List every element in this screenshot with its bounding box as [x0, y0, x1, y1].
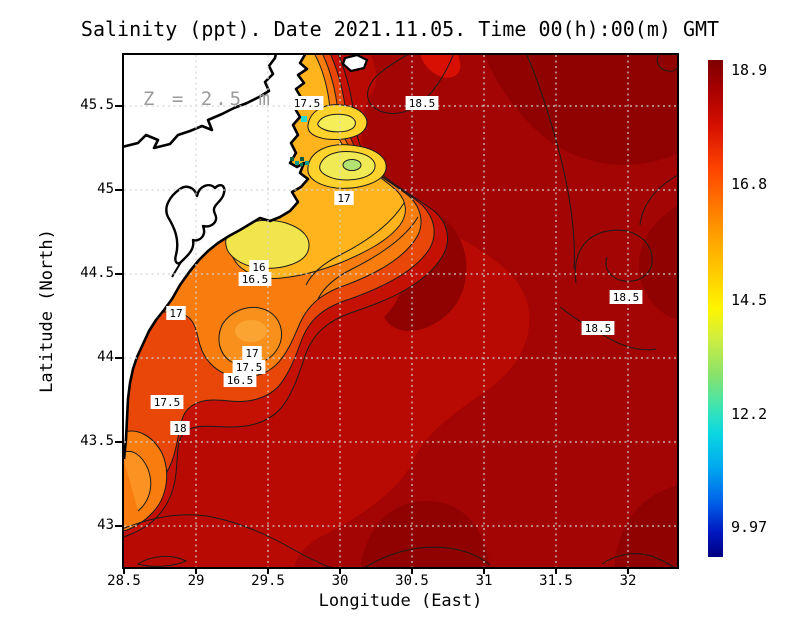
contour-label-box [290, 96, 324, 110]
contour-label-text: 18.5 [409, 97, 436, 110]
plume-center [342, 159, 362, 171]
x-axis-tick [123, 567, 125, 574]
x-axis-tick [555, 567, 557, 574]
contour-label-text: 17 [337, 192, 350, 205]
x-axis-tick [195, 567, 197, 574]
y-axis-title: Latitude (North) [37, 229, 57, 393]
x-tick-label: 32 [619, 573, 637, 589]
y-axis-tick [115, 189, 122, 191]
contour-label-text: 16.5 [227, 374, 254, 387]
fresh-tongue [225, 219, 310, 269]
contour-label-box [249, 260, 269, 274]
contour-label-text: 16.5 [242, 273, 269, 286]
map-plot-area: 17.5 18.5 17 16 16.5 17 17 17.5 16.5 17.5 18 18.5 18… [122, 53, 679, 569]
contour-label-box [232, 360, 266, 374]
colorbar-label: 12.2 [731, 405, 768, 423]
y-tick-label: 45.5 [80, 97, 114, 113]
x-tick-label: 30 [331, 573, 349, 589]
river-mouth-cells [290, 116, 309, 166]
islet [341, 55, 369, 73]
y-tick-label: 44 [97, 349, 114, 365]
contour-label-box [242, 346, 262, 360]
plume-core [317, 113, 356, 133]
y-axis-tick [115, 525, 122, 527]
contour-label-box [334, 191, 354, 205]
dark-patch [360, 500, 490, 567]
contour-label-box [170, 421, 190, 435]
contour-label-text: 17 [169, 307, 182, 320]
contour-label-text: 18 [173, 422, 186, 435]
y-tick-label: 44.5 [80, 265, 114, 281]
y-tick-label: 45 [97, 181, 114, 197]
colorbar-label: 16.8 [731, 175, 768, 193]
contour-label-box [150, 395, 184, 409]
contour-value-labels: 17.5 18.5171616.5171717.516.517.51818.518… [150, 96, 643, 435]
x-axis-tick [411, 567, 413, 574]
contour-label-text: 17 [245, 347, 258, 360]
grid-lines [124, 55, 677, 567]
contour-label-text: 16 [252, 261, 265, 274]
y-axis-tick [115, 105, 122, 107]
colorbar-label: 18.9 [731, 61, 768, 79]
y-axis-tick [115, 441, 122, 443]
lobe-inner [235, 320, 267, 342]
contour-label-box [166, 306, 186, 320]
x-axis-tick [267, 567, 269, 574]
contour-label-box [223, 373, 257, 387]
x-axis-tick [339, 567, 341, 574]
lagoon-outline [165, 184, 226, 265]
x-tick-label: 29.5 [251, 573, 285, 589]
depth-annotation: Z = 2.5 m [143, 88, 273, 110]
colorbar-label: 9.97 [731, 518, 768, 536]
contour-label-text: 17.5 [154, 396, 181, 409]
contour-label-text: 18.5 [613, 291, 640, 304]
x-tick-label: 29 [187, 573, 205, 589]
contour-label-box [238, 272, 272, 286]
x-tick-label: 28.5 [107, 573, 141, 589]
x-axis-tick [483, 567, 485, 574]
colorbar [708, 60, 723, 557]
land-mass [124, 55, 308, 459]
coastline [124, 55, 310, 460]
coastal-blob-core [124, 450, 152, 512]
y-tick-label: 43.5 [80, 433, 114, 449]
contour-label-box [609, 290, 643, 304]
contour-lines [124, 55, 677, 567]
contour-label-box [581, 321, 615, 335]
contour-label-text: 18.5 [585, 322, 612, 335]
dark-patch [639, 206, 677, 320]
x-tick-label: 31.5 [539, 573, 573, 589]
x-axis-title: Longitude (East) [318, 591, 483, 611]
y-axis-tick [115, 273, 122, 275]
colorbar-label: 14.5 [731, 291, 768, 309]
page-title: Salinity (ppt). Date 2021.11.05. Time 00… [80, 17, 720, 41]
x-axis-tick [627, 567, 629, 574]
contour-label-box [405, 96, 439, 110]
contour-label-text: 17.5 [294, 97, 321, 110]
x-tick-label: 31 [475, 573, 493, 589]
x-tick-label: 30.5 [395, 573, 429, 589]
dark-patch [484, 55, 677, 165]
y-axis-tick [115, 357, 122, 359]
y-tick-label: 43 [97, 517, 114, 533]
dark-patch [614, 485, 677, 567]
contour-label-text: 17.5 [236, 361, 263, 374]
salinity-heatmap: 17.5 18.5171616.5171717.516.517.51818.518… [124, 55, 677, 567]
